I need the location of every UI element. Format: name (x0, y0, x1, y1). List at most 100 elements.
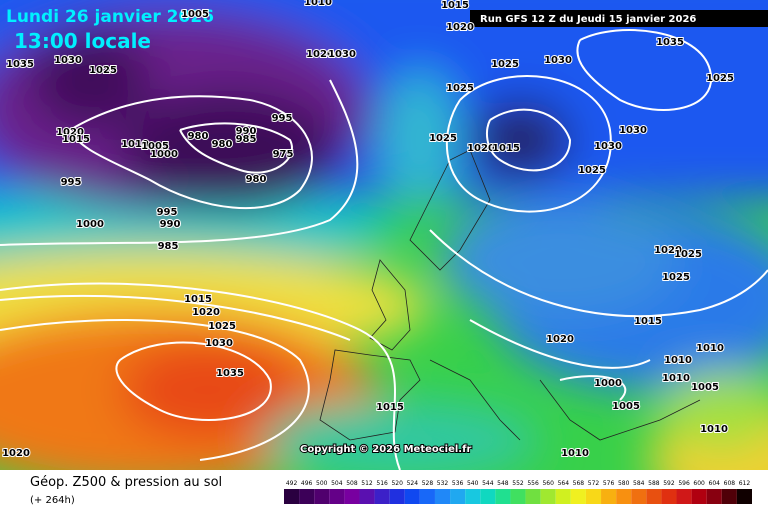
colorbar-label: 500 (316, 480, 328, 487)
colorbar-label: 588 (648, 480, 660, 487)
isobar-label: 1020 (446, 22, 474, 33)
isobar-label: 980 (246, 174, 267, 185)
isobar-label: 1005 (691, 382, 719, 393)
colorbar-label: 596 (678, 480, 690, 487)
isobar-label: 975 (273, 149, 294, 160)
colorbar-label: 584 (633, 480, 645, 487)
isobar-label: 1025 (208, 321, 236, 332)
isobar-label: 985 (236, 134, 257, 145)
footer-lead: (+ 264h) (30, 495, 75, 506)
isobar-label: 1035 (6, 59, 34, 70)
isobar-label: 980 (188, 131, 209, 142)
isobar-label: 1025 (674, 249, 702, 260)
isobars (0, 29, 768, 470)
isobar-label: 1035 (656, 37, 684, 48)
colorbar-label: 516 (376, 480, 388, 487)
colorbar-swatch (525, 489, 541, 504)
colorbar-swatch (721, 489, 737, 504)
colorbar-label: 572 (588, 480, 600, 487)
colorbar-swatch (284, 489, 300, 504)
isobar-label: 995 (61, 177, 82, 188)
isobar-label: 1005 (141, 141, 169, 152)
isobar-label: 1025 (89, 65, 117, 76)
run-label: Run GFS 12 Z du Jeudi 15 janvier 2026 (480, 14, 696, 25)
colorbar-label: 544 (482, 480, 494, 487)
colorbar-label: 612 (739, 480, 751, 487)
colorbar-swatch (374, 489, 390, 504)
colorbar-swatch (419, 489, 435, 504)
colorbar: 492 496 500 504 508 512 516 520 524 528 532 536 540 5… (284, 480, 752, 504)
colorbar-swatch (601, 489, 617, 504)
colorbar-label: 532 (437, 480, 449, 487)
colorbar-label: 540 (467, 480, 479, 487)
colorbar-label: 608 (724, 480, 736, 487)
colorbar-label: 536 (452, 480, 464, 487)
colorbar-swatch (676, 489, 692, 504)
isobar-label: 995 (157, 207, 178, 218)
isobar-label: 1015 (492, 143, 520, 154)
isobar-label: 1020 (2, 448, 30, 459)
colorbar-swatch (329, 489, 345, 504)
colorbar-label: 600 (693, 480, 705, 487)
colorbar-swatch (540, 489, 556, 504)
isobar-label: 1030 (544, 55, 572, 66)
colorbar-swatch (616, 489, 632, 504)
isobar-label: 1015 (441, 0, 469, 11)
colorbar-label: 548 (497, 480, 509, 487)
colorbar-label: 552 (512, 480, 524, 487)
isobar-label: 1030 (619, 125, 647, 136)
isobar-label: 1025 (662, 272, 690, 283)
isobar-label: 1010 (304, 0, 332, 8)
colorbar-swatch (480, 489, 496, 504)
isobar-label: 1020 (56, 127, 84, 138)
isobar-label: 1020 (192, 307, 220, 318)
isobar-label: 1030 (205, 338, 233, 349)
isobar-label: 1010 (561, 448, 589, 459)
colorbar-swatch (450, 489, 466, 504)
colorbar-swatch (299, 489, 315, 504)
isobar-label: 990 (236, 126, 257, 137)
isobar-label: 990 (160, 219, 181, 230)
colorbar-swatch (555, 489, 571, 504)
isobar-label: 1010 (664, 355, 692, 366)
colorbar-label: 556 (527, 480, 539, 487)
colorbar-swatch (691, 489, 707, 504)
isobar-label: 1015 (62, 134, 90, 145)
colorbar-swatch (661, 489, 677, 504)
isobar-label: 1020 (546, 334, 574, 345)
colorbar-label: 520 (391, 480, 403, 487)
colorbar-swatch (585, 489, 602, 504)
isobar-label: 1000 (76, 219, 104, 230)
colorbar-swatch (389, 489, 405, 504)
isobar-label: 1025 (491, 59, 519, 70)
colorbar-label: 524 (407, 480, 419, 487)
isobar-label: 995 (272, 113, 293, 124)
isobar-label: 1015 (184, 294, 212, 305)
isobar-label: 1005 (181, 9, 209, 20)
colorbar-swatch (510, 489, 526, 504)
colorbar-swatch (344, 489, 360, 504)
colorbar-swatch (404, 489, 420, 504)
isobar-label: 1025 (578, 165, 606, 176)
isobar-label: 1000 (594, 378, 622, 389)
colorbar-swatch (631, 489, 647, 504)
colorbar-label: 580 (618, 480, 630, 487)
isobar-label: 1025 (429, 133, 457, 144)
colorbar-label: 604 (709, 480, 721, 487)
colorbar-label: 496 (301, 480, 313, 487)
isobar-label: 985 (158, 241, 179, 252)
isobar-label: 1000 (150, 149, 178, 160)
isobar-label: 980 (212, 139, 233, 150)
colorbar-label: 564 (558, 480, 570, 487)
isobar-label: 1015 (376, 402, 404, 413)
isobar-label: 1020 (654, 245, 682, 256)
colorbar-swatch (314, 489, 330, 504)
colorbar-label: 576 (603, 480, 615, 487)
isobar-label: 1010 (696, 343, 724, 354)
colorbar-label: 592 (663, 480, 675, 487)
colorbar-swatch (736, 489, 752, 504)
